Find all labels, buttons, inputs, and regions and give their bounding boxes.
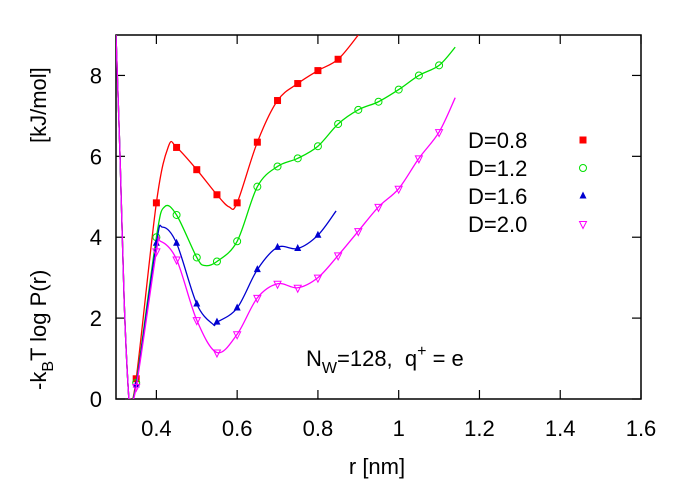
x-tick-label: 0.6 (222, 416, 253, 441)
marker (213, 191, 221, 199)
y-axis-label: -kBT log P(r) (26, 270, 57, 390)
legend-marker (579, 136, 587, 144)
marker (314, 230, 322, 238)
legend-label: D=1.2 (468, 156, 527, 181)
marker (131, 383, 141, 393)
marker (253, 265, 261, 273)
annotation-part: N (306, 346, 322, 371)
y-tick-label: 8 (90, 63, 102, 88)
marker (192, 253, 201, 262)
marker (173, 238, 181, 246)
marker (152, 199, 160, 207)
marker (172, 210, 181, 219)
marker (353, 228, 363, 237)
annotation-subscript: W (322, 360, 338, 377)
marker (294, 80, 302, 88)
marker (172, 256, 181, 266)
legend-marker (579, 191, 587, 199)
marker (212, 257, 221, 266)
marker (294, 244, 302, 252)
series-line (116, 35, 456, 399)
x-tick-label: 1.4 (545, 416, 576, 441)
marker (273, 280, 282, 290)
y-tick-label: 6 (90, 144, 102, 169)
marker (253, 294, 262, 304)
legend-label: D=1.6 (468, 184, 527, 209)
y-axis-unit: [kJ/mol] (26, 67, 51, 143)
marker (233, 303, 241, 311)
marker (334, 55, 342, 63)
marker (394, 185, 404, 195)
legend-label: D=2.0 (468, 212, 527, 237)
marker (293, 154, 302, 163)
y-label-part: -k (26, 371, 51, 390)
marker (253, 182, 262, 191)
series-line (116, 35, 359, 399)
marker (193, 166, 201, 174)
annotation-superscript: + (417, 343, 426, 360)
marker (233, 237, 242, 246)
marker (274, 242, 282, 250)
marker (333, 252, 343, 262)
y-tick-label: 0 (90, 387, 102, 412)
legend-marker (579, 164, 587, 172)
marker (374, 97, 383, 106)
marker (313, 142, 322, 151)
annotation-part: =128, q (337, 346, 417, 371)
marker (192, 317, 202, 326)
marker (313, 274, 323, 284)
marker (414, 155, 424, 164)
legend-label: D=0.8 (468, 128, 527, 153)
legend-marker (578, 221, 588, 230)
y-label-part: T log P(r) (26, 270, 51, 361)
marker (253, 138, 261, 146)
x-tick-label: 0.4 (141, 416, 172, 441)
marker (394, 85, 403, 94)
annotation: NW=128, q+ = e (306, 343, 464, 377)
x-tick-label: 1.2 (464, 416, 495, 441)
marker (293, 284, 303, 294)
marker (334, 119, 343, 128)
plot-area (116, 35, 456, 399)
annotation-part: = e (426, 346, 463, 371)
marker (374, 203, 383, 213)
marker (434, 129, 444, 138)
x-axis-label: r [nm] (349, 454, 405, 479)
marker (274, 97, 282, 105)
y-tick-label: 2 (90, 306, 102, 331)
x-tick-label: 1 (393, 416, 405, 441)
marker (152, 248, 161, 257)
marker (435, 61, 444, 70)
x-tick-label: 0.8 (303, 416, 334, 441)
marker (273, 162, 282, 171)
marker (213, 317, 221, 325)
marker (173, 143, 181, 151)
marker (193, 299, 201, 307)
marker (414, 71, 423, 80)
plot-frame (115, 34, 642, 400)
marker (233, 199, 241, 207)
marker (232, 331, 242, 340)
marker (314, 67, 322, 75)
y-tick-label: 4 (90, 225, 102, 250)
series-line (116, 35, 337, 399)
marker (212, 349, 222, 359)
marker (354, 105, 363, 114)
x-tick-label: 1.6 (626, 416, 657, 441)
y-label-subscript: B (40, 361, 57, 372)
